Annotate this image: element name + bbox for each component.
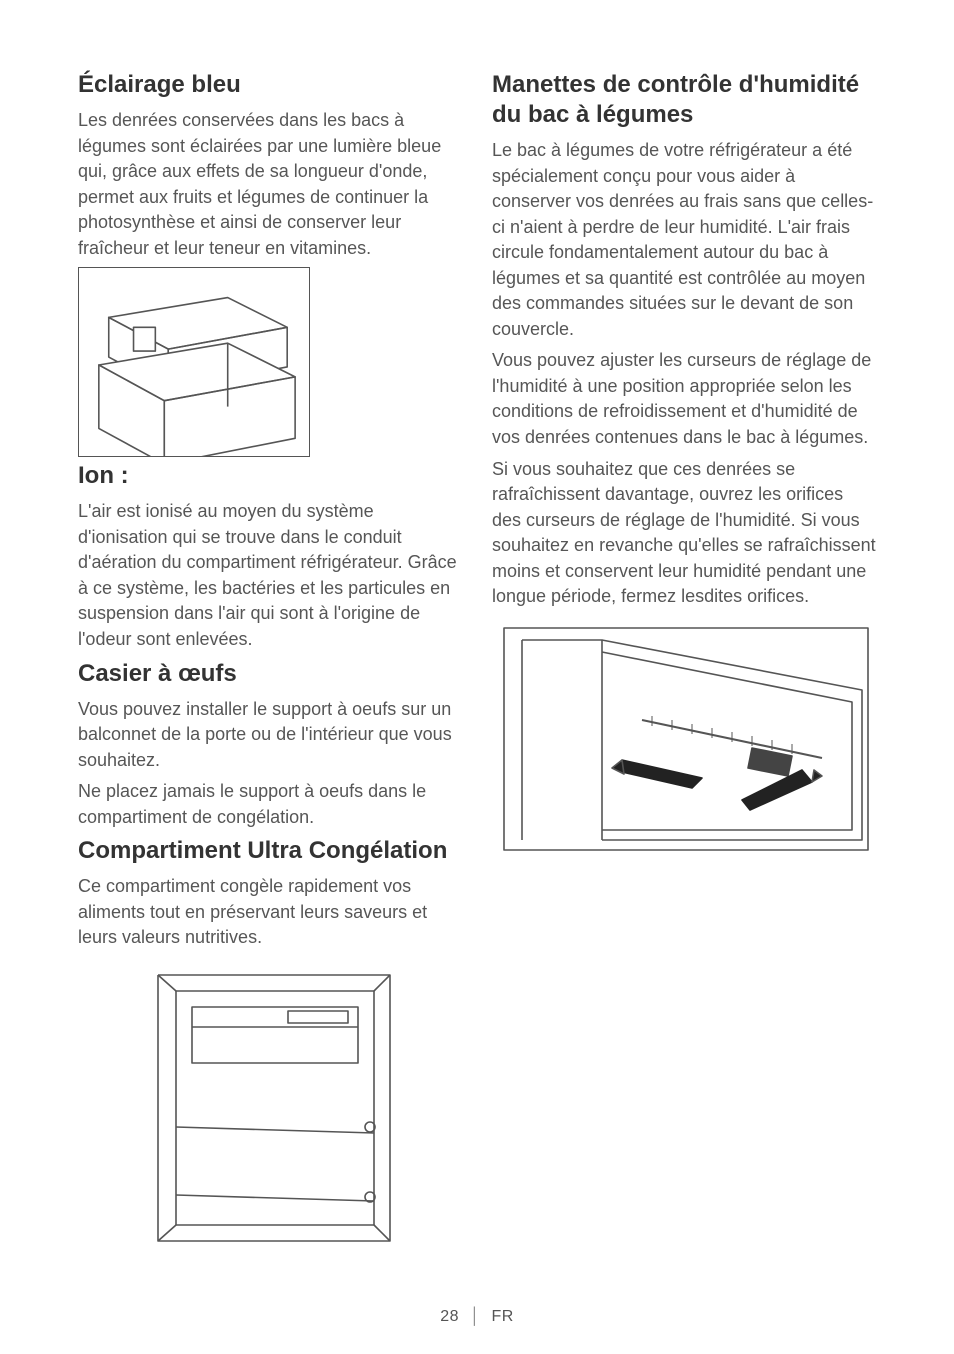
page-footer: 28 │ FR xyxy=(0,1308,954,1326)
left-column: Éclairage bleu Les denrées conservées da… xyxy=(78,70,462,1257)
body-casier-oeufs-1: Vous pouvez installer le support à oeufs… xyxy=(78,697,462,774)
body-manettes-p1: Le bac à légumes de votre réfrigérateur … xyxy=(492,138,876,342)
body-ion: L'air est ionisé au moyen du système d'i… xyxy=(78,499,462,652)
heading-manettes-humidite: Manettes de contrôle d'humidité du bac à… xyxy=(492,70,876,130)
figure-crisper-drawer xyxy=(78,267,310,457)
footer-divider-icon: │ xyxy=(470,1308,481,1326)
body-eclairage-bleu: Les denrées conservées dans les bacs à l… xyxy=(78,108,462,261)
right-column: Manettes de contrôle d'humidité du bac à… xyxy=(492,70,876,1257)
heading-ion: Ion : xyxy=(78,461,462,491)
heading-casier-oeufs: Casier à œufs xyxy=(78,659,462,689)
heading-eclairage-bleu: Éclairage bleu xyxy=(78,70,462,100)
figure-humidity-slider xyxy=(492,620,880,858)
page-number: 28 xyxy=(440,1308,459,1325)
page-content: Éclairage bleu Les denrées conservées da… xyxy=(0,0,954,1297)
body-casier-oeufs-2: Ne placez jamais le support à oeufs dans… xyxy=(78,779,462,830)
body-manettes-p3: Si vous souhaitez que ces denrées se raf… xyxy=(492,457,876,610)
figure-freezer-compartment xyxy=(138,957,410,1253)
page-lang: FR xyxy=(491,1308,513,1325)
heading-compartiment-ultra: Compartiment Ultra Congélation xyxy=(78,836,462,866)
body-manettes-p2: Vous pouvez ajuster les curseurs de régl… xyxy=(492,348,876,450)
body-compartiment-ultra: Ce compartiment congèle rapidement vos a… xyxy=(78,874,462,951)
